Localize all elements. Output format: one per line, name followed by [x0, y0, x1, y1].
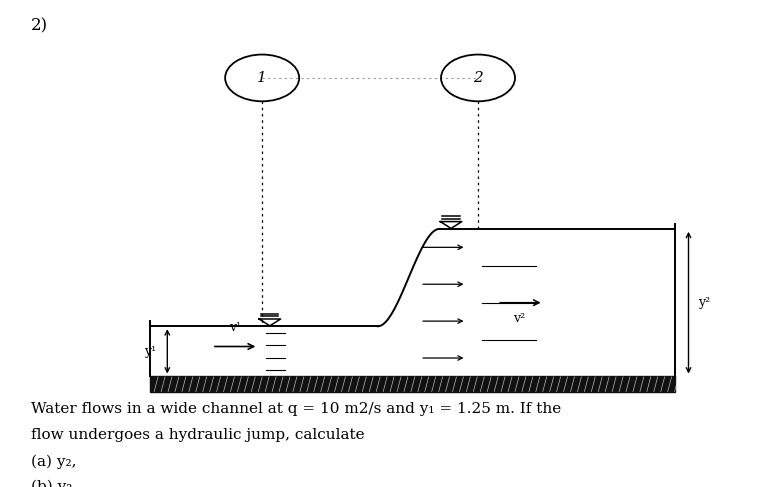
Text: (b) v₂,: (b) v₂,	[31, 479, 77, 487]
Text: y²: y²	[698, 296, 710, 309]
Text: v¹: v¹	[229, 321, 241, 334]
Text: Water flows in a wide channel at q = 10 m2/s and y₁ = 1.25 m. If the: Water flows in a wide channel at q = 10 …	[31, 402, 561, 416]
Text: (a) y₂,: (a) y₂,	[31, 454, 76, 469]
Text: 2: 2	[473, 71, 483, 85]
Text: 1: 1	[258, 71, 267, 85]
Text: flow undergoes a hydraulic jump, calculate: flow undergoes a hydraulic jump, calcula…	[31, 428, 365, 442]
Bar	[150, 376, 675, 392]
Text: 2): 2)	[31, 17, 48, 34]
Text: y¹: y¹	[144, 345, 157, 358]
Text: v²: v²	[513, 313, 525, 325]
